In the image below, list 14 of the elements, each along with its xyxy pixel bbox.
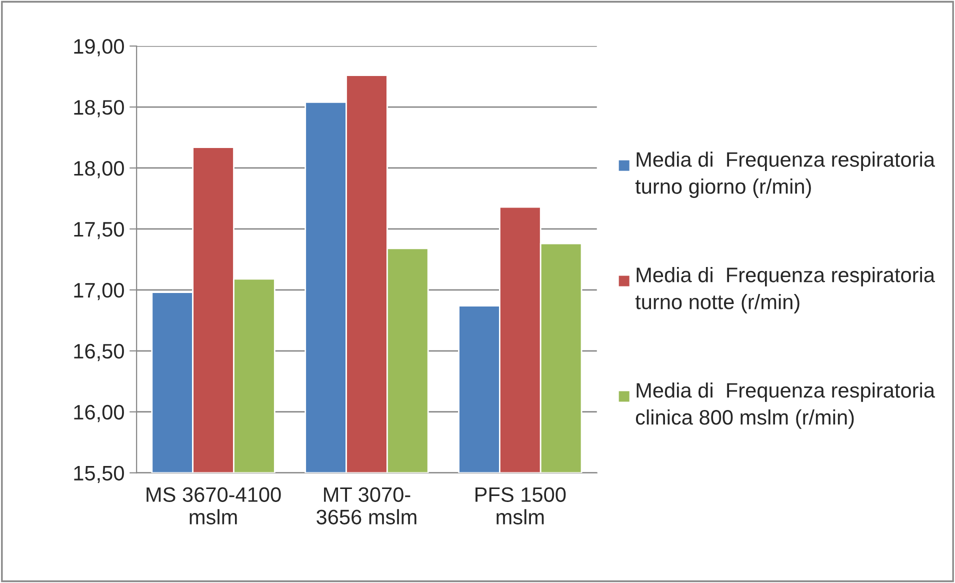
y-tick-label: 18,50 [74,100,124,118]
x-tick-label: MT 3070- 3656 mslm [316,487,416,524]
legend-label: Media di Frequenza respiratoria clinica 800 mslm (r/min) [636,382,935,429]
y-tick-label: 17,00 [74,282,124,300]
x-tick-label: PFS 1500 mslm [476,487,566,524]
y-tick-label: 16,50 [74,344,124,362]
y-tick-label: 17,50 [74,222,124,240]
legend-label: Media di Frequenza respiratoria turno notte (r/min) [635,267,935,314]
y-tick-label: 15,50 [74,466,124,484]
x-tick-label: MS 3670-4100 mslm [146,487,281,524]
y-tick-label: 19,00 [74,39,124,56]
legend-label: Media di Frequenza respiratoria turno giorno (r/min) [635,152,935,198]
y-tick-label: 18,00 [74,160,124,178]
y-tick-label: 16,00 [74,404,124,422]
